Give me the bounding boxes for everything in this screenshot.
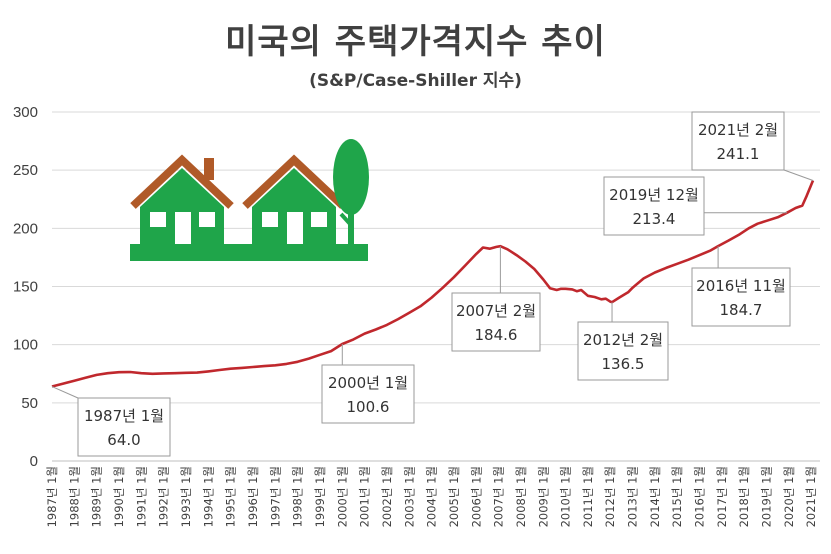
x-tick-label: 2009년 1월 [536, 466, 550, 527]
x-tick-label: 2017년 1월 [715, 466, 729, 527]
chart-title: 미국의 주택가격지수 추이 [225, 22, 606, 62]
callout-date: 2012년 2월 [583, 331, 663, 349]
callout-date: 2019년 12월 [609, 186, 699, 204]
callout-value: 213.4 [633, 210, 676, 228]
houses-illustration [130, 139, 369, 261]
x-tick-label: 2021년 1월 [804, 466, 818, 527]
callout-date: 1987년 1월 [84, 407, 164, 425]
x-tick-label: 2016년 1월 [693, 466, 707, 527]
callout-value: 100.6 [347, 398, 390, 416]
chart-subtitle: (S&P/Case-Shiller 지수) [309, 71, 522, 91]
y-tick-label: 100 [13, 337, 38, 354]
tree-icon [333, 139, 369, 245]
house-icon [242, 154, 346, 244]
callout-box [321, 364, 415, 424]
x-tick-label: 2000년 1월 [335, 466, 349, 527]
x-tick-label: 1999년 1월 [313, 466, 327, 527]
x-tick-label: 2011년 1월 [581, 466, 595, 527]
x-tick-label: 1997년 1월 [268, 466, 282, 527]
x-tick-label: 2018년 1월 [737, 466, 751, 527]
x-tick-label: 2004년 1월 [425, 466, 439, 527]
x-tick-label: 1991년 1월 [134, 466, 148, 527]
x-tick-label: 2007년 1월 [492, 466, 506, 527]
y-tick-label: 300 [13, 104, 38, 121]
x-tick-label: 1995년 1월 [224, 466, 238, 527]
x-tick-label: 2014년 1월 [648, 466, 662, 527]
x-tick-label: 1990년 1월 [112, 466, 126, 527]
x-tick-label: 1996년 1월 [246, 466, 260, 527]
callout-value: 241.1 [717, 145, 760, 163]
x-tick-label: 2003년 1월 [402, 466, 416, 527]
callout-leader [51, 386, 79, 399]
callout-value: 64.0 [107, 431, 140, 449]
x-tick-label: 1994년 1월 [201, 466, 215, 527]
x-tick-label: 1998년 1월 [291, 466, 305, 527]
callout: 2000년 1월 100.6 [321, 343, 415, 424]
callout: 2007년 2월 184.6 [451, 246, 541, 352]
x-tick-label: 1988년 1월 [67, 466, 81, 527]
callout-box [577, 321, 669, 381]
callout-box [603, 176, 705, 236]
x-tick-label: 1993년 1월 [179, 466, 193, 527]
y-tick-label: 0 [30, 453, 38, 470]
callout-value: 184.6 [475, 326, 518, 344]
callout-date: 2021년 2월 [698, 121, 778, 139]
callout-date: 2000년 1월 [328, 374, 408, 392]
y-tick-label: 50 [21, 395, 38, 412]
callout-box [691, 267, 791, 327]
callout-value: 136.5 [602, 355, 645, 373]
series-line [51, 180, 815, 388]
callout-value: 184.7 [720, 301, 763, 319]
ground-bar [130, 244, 368, 261]
x-tick-label: 2013년 1월 [626, 466, 640, 527]
x-tick-label: 2006년 1월 [469, 466, 483, 527]
callout: 2019년 12월 213.4 [603, 176, 788, 236]
x-tick-label: 2001년 1월 [358, 466, 372, 527]
x-tick-label: 2002년 1월 [380, 466, 394, 527]
y-axis: 0 50 100 150 200 250 300 [13, 104, 38, 470]
callout-box [691, 111, 785, 171]
x-tick-label: 2015년 1월 [670, 466, 684, 527]
x-tick-label: 1989년 1월 [90, 466, 104, 527]
y-tick-label: 200 [13, 220, 38, 237]
callout: 2012년 2월 136.5 [577, 302, 669, 381]
callout: 2016년 11월 184.7 [691, 246, 791, 327]
x-tick-label: 2005년 1월 [447, 466, 461, 527]
x-tick-label: 2010년 1월 [559, 466, 573, 527]
x-tick-label: 1987년 1월 [45, 466, 59, 527]
y-tick-label: 250 [13, 162, 38, 179]
callout-date: 2016년 11월 [696, 277, 786, 295]
x-tick-label: 1992년 1월 [157, 466, 171, 527]
x-axis: 1987년 1월 1988년 1월 1989년 1월 1990년 1월 1991년 1월… [45, 466, 818, 527]
callout-box [451, 292, 541, 352]
x-tick-label: 2020년 1월 [782, 466, 796, 527]
callout: 2021년 2월 241.1 [691, 111, 814, 181]
x-tick-label: 2019년 1월 [760, 466, 774, 527]
callout-box [77, 397, 171, 457]
callout: 1987년 1월 64.0 [51, 386, 171, 457]
house-icon [130, 154, 234, 244]
callout-date: 2007년 2월 [456, 302, 536, 320]
x-tick-label: 2008년 1월 [514, 466, 528, 527]
y-tick-label: 150 [13, 279, 38, 296]
callout-leader [783, 169, 814, 181]
x-tick-label: 2012년 1월 [603, 466, 617, 527]
